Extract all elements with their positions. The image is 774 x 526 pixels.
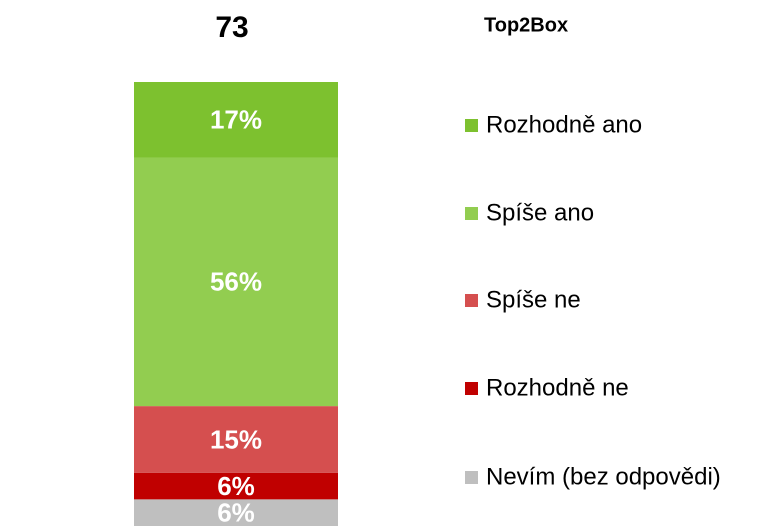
- legend-label: Spíše ne: [486, 286, 581, 313]
- bar-segment: [134, 472, 338, 500]
- top2box-label: Top2Box: [484, 14, 568, 36]
- value-label: 17%: [210, 105, 262, 135]
- legend-label: Spíše ano: [486, 199, 594, 226]
- bar-segment: [134, 82, 338, 158]
- bar-segment: [134, 406, 338, 473]
- legend-swatch: [465, 119, 478, 132]
- value-label: 56%: [210, 267, 262, 297]
- value-label: 6%: [217, 471, 255, 501]
- legend-swatch: [465, 207, 478, 220]
- value-label: 15%: [210, 424, 262, 454]
- bar-segment: [134, 499, 338, 526]
- value-label: 6%: [217, 498, 255, 526]
- legend-swatch: [465, 471, 478, 484]
- bar-segment: [134, 157, 338, 407]
- top2box-value: 73: [215, 11, 248, 44]
- legend-swatch: [465, 382, 478, 395]
- legend-swatch: [465, 294, 478, 307]
- legend-label: Rozhodně ne: [486, 374, 629, 401]
- legend-label: Nevím (bez odpovědi): [486, 463, 721, 490]
- legend-label: Rozhodně ano: [486, 111, 642, 138]
